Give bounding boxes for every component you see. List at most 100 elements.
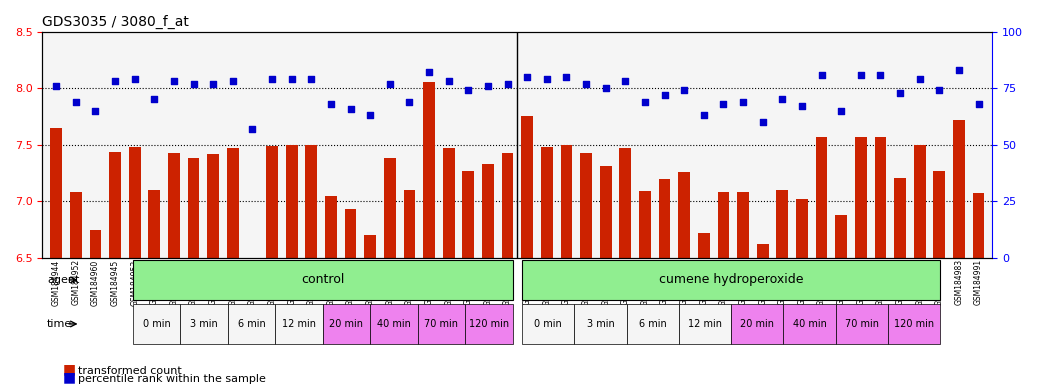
Bar xyxy=(168,153,180,384)
Point xyxy=(264,76,280,82)
Point xyxy=(87,108,104,114)
Text: 6 min: 6 min xyxy=(638,319,666,329)
Point xyxy=(499,81,516,87)
Point xyxy=(755,119,771,125)
Bar xyxy=(188,158,199,384)
Text: 12 min: 12 min xyxy=(688,319,722,329)
Bar xyxy=(521,116,534,384)
Point xyxy=(695,112,712,118)
Text: agent: agent xyxy=(47,275,80,285)
Bar xyxy=(776,190,788,384)
Point xyxy=(872,71,889,78)
Bar xyxy=(247,258,258,384)
Bar xyxy=(678,172,690,384)
Text: 20 min: 20 min xyxy=(740,319,774,329)
Bar xyxy=(620,148,631,384)
FancyBboxPatch shape xyxy=(574,304,627,344)
Text: transformed count: transformed count xyxy=(78,366,182,376)
Bar xyxy=(459,31,517,258)
Point xyxy=(931,87,948,93)
Bar xyxy=(164,31,223,258)
Bar xyxy=(105,31,164,258)
Bar xyxy=(345,209,356,384)
Bar xyxy=(694,31,753,258)
Point xyxy=(224,78,241,84)
Text: time: time xyxy=(47,319,73,329)
Bar xyxy=(561,145,572,384)
Point xyxy=(166,78,183,84)
FancyBboxPatch shape xyxy=(275,304,323,344)
FancyBboxPatch shape xyxy=(133,260,513,300)
Bar xyxy=(70,192,82,384)
FancyBboxPatch shape xyxy=(323,304,371,344)
Bar xyxy=(404,190,415,384)
FancyBboxPatch shape xyxy=(522,260,940,300)
Point xyxy=(303,76,320,82)
Text: ■: ■ xyxy=(62,370,76,384)
Point xyxy=(401,99,417,105)
Point xyxy=(774,96,791,103)
Bar xyxy=(541,147,552,384)
FancyBboxPatch shape xyxy=(836,304,887,344)
Text: 6 min: 6 min xyxy=(238,319,266,329)
Bar xyxy=(501,153,514,384)
FancyBboxPatch shape xyxy=(522,304,574,344)
Point xyxy=(558,74,575,80)
FancyBboxPatch shape xyxy=(784,304,836,344)
Text: 0 min: 0 min xyxy=(535,319,563,329)
Bar xyxy=(639,191,651,384)
Point xyxy=(323,101,339,107)
Bar xyxy=(285,145,298,384)
Bar xyxy=(973,194,984,384)
Bar xyxy=(953,120,964,384)
FancyBboxPatch shape xyxy=(417,304,465,344)
Bar xyxy=(400,31,459,258)
Point xyxy=(951,67,967,73)
Bar xyxy=(305,145,318,384)
Bar xyxy=(148,190,160,384)
Point xyxy=(48,83,64,89)
FancyBboxPatch shape xyxy=(371,304,417,344)
Bar xyxy=(580,153,592,384)
Text: 40 min: 40 min xyxy=(792,319,826,329)
Point xyxy=(794,103,811,109)
Point xyxy=(127,76,143,82)
Point xyxy=(617,78,633,84)
Text: 70 min: 70 min xyxy=(425,319,459,329)
Point xyxy=(204,81,221,87)
FancyBboxPatch shape xyxy=(679,304,731,344)
Bar xyxy=(933,171,946,384)
Text: 12 min: 12 min xyxy=(282,319,316,329)
Point xyxy=(971,101,987,107)
Point xyxy=(892,89,908,96)
Bar xyxy=(875,137,886,384)
Bar xyxy=(737,192,749,384)
Bar xyxy=(443,148,455,384)
Bar xyxy=(325,196,337,384)
Bar xyxy=(796,199,808,384)
FancyBboxPatch shape xyxy=(227,304,275,344)
Text: 20 min: 20 min xyxy=(329,319,363,329)
Bar xyxy=(50,128,62,384)
Point xyxy=(283,76,300,82)
Point xyxy=(598,85,614,91)
Point xyxy=(735,99,752,105)
Text: percentile rank within the sample: percentile rank within the sample xyxy=(78,374,266,384)
Bar xyxy=(340,31,400,258)
Bar xyxy=(757,244,768,384)
Text: GDS3035 / 3080_f_at: GDS3035 / 3080_f_at xyxy=(43,15,189,29)
Bar xyxy=(208,154,219,384)
Text: ■: ■ xyxy=(62,362,76,376)
Point xyxy=(382,81,399,87)
Point xyxy=(480,83,496,89)
Bar xyxy=(462,171,474,384)
Bar xyxy=(816,137,827,384)
Bar xyxy=(282,31,340,258)
Point xyxy=(146,96,163,103)
Bar xyxy=(698,233,710,384)
Point xyxy=(343,106,359,112)
FancyBboxPatch shape xyxy=(465,304,513,344)
Bar xyxy=(517,31,576,258)
Bar xyxy=(812,31,871,258)
Bar xyxy=(836,215,847,384)
